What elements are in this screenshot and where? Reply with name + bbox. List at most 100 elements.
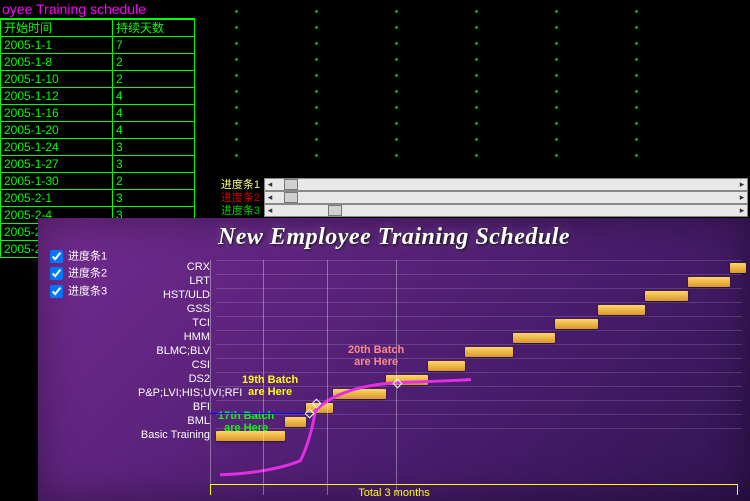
dot: [475, 42, 478, 45]
dot: [315, 58, 318, 61]
dot: [635, 26, 638, 29]
checkbox[interactable]: [50, 285, 63, 298]
table-row[interactable]: 2005-1-302: [1, 173, 195, 190]
slider-label: 进度条3: [214, 202, 264, 218]
dot: [395, 58, 398, 61]
dot: [235, 42, 238, 45]
gantt-bar[interactable]: [730, 263, 746, 273]
slider-thumb[interactable]: [328, 205, 342, 216]
dot: [315, 26, 318, 29]
gantt-row: GSS: [138, 302, 742, 316]
gridline: [327, 260, 328, 495]
table-row[interactable]: 2005-1-243: [1, 139, 195, 156]
checkbox[interactable]: [50, 250, 63, 263]
dot: [555, 138, 558, 141]
row-label: CSI: [138, 359, 216, 371]
checkbox-item[interactable]: 进度条3: [50, 285, 107, 298]
dot: [475, 106, 478, 109]
dot: [475, 90, 478, 93]
dot: [555, 74, 558, 77]
table-row[interactable]: 2005-1-102: [1, 71, 195, 88]
slider-thumb[interactable]: [284, 179, 298, 190]
slider-track[interactable]: ◂▸: [264, 191, 748, 204]
gantt-bar[interactable]: [465, 347, 513, 357]
dot: [555, 154, 558, 157]
dot: [555, 106, 558, 109]
dot: [635, 42, 638, 45]
chevron-left-icon[interactable]: ◂: [265, 179, 275, 190]
gantt-row: DS2: [138, 372, 742, 386]
dot: [235, 58, 238, 61]
dot: [475, 154, 478, 157]
gantt-row: P&P;LVI;HIS;UVI;RFI: [138, 386, 742, 400]
gantt-row: BLMC;BLV: [138, 344, 742, 358]
gantt-bar[interactable]: [688, 277, 730, 287]
gantt-bar[interactable]: [513, 333, 555, 343]
slider-row: 进度条3◂▸: [214, 204, 748, 216]
checkbox-item[interactable]: 进度条2: [50, 267, 107, 280]
dot: [555, 122, 558, 125]
chevron-right-icon[interactable]: ▸: [737, 179, 747, 190]
table-row[interactable]: 2005-2-13: [1, 190, 195, 207]
checkbox-item[interactable]: 进度条1: [50, 250, 107, 263]
gantt-bar[interactable]: [645, 291, 687, 301]
dot: [315, 90, 318, 93]
gantt-row: LRT: [138, 274, 742, 288]
table-row[interactable]: 2005-1-124: [1, 88, 195, 105]
schedule-table: oyee Training schedule 开始时间 持续天数 2005-1-…: [0, 0, 195, 218]
dot: [475, 122, 478, 125]
row-label: P&P;LVI;HIS;UVI;RFI: [138, 387, 216, 399]
dot: [395, 122, 398, 125]
col-days: 持续天数: [113, 20, 195, 37]
dot: [315, 138, 318, 141]
dot: [635, 138, 638, 141]
dot: [395, 74, 398, 77]
table-row[interactable]: 2005-1-164: [1, 105, 195, 122]
slider-track[interactable]: ◂▸: [264, 178, 748, 191]
gantt-bar[interactable]: [555, 319, 597, 329]
table-row[interactable]: 2005-1-17: [1, 37, 195, 54]
dot: [395, 26, 398, 29]
chart-title: New Employee Training Schedule: [38, 218, 750, 251]
gantt-bar[interactable]: [285, 417, 306, 427]
checkbox[interactable]: [50, 267, 63, 280]
table-row[interactable]: 2005-1-82: [1, 54, 195, 71]
dot: [315, 42, 318, 45]
dot: [235, 106, 238, 109]
gantt-row: TCI: [138, 316, 742, 330]
gantt-bar[interactable]: [333, 389, 386, 399]
row-label: BLMC;BLV: [138, 345, 216, 357]
dot: [475, 138, 478, 141]
gantt-chart: New Employee Training Schedule 进度条1 进度条2…: [38, 218, 750, 501]
dot: [235, 122, 238, 125]
slider-thumb[interactable]: [284, 192, 298, 203]
gantt-bar[interactable]: [598, 305, 646, 315]
dot: [395, 10, 398, 13]
gantt-bar[interactable]: [428, 361, 465, 371]
row-label: BFI: [138, 401, 216, 413]
dot: [555, 42, 558, 45]
table-row[interactable]: 2005-1-204: [1, 122, 195, 139]
dot: [315, 106, 318, 109]
gantt-row: HMM: [138, 330, 742, 344]
dot: [635, 90, 638, 93]
row-label: DS2: [138, 373, 216, 385]
chevron-right-icon[interactable]: ▸: [737, 192, 747, 203]
anno-20th: 20th Batchare Here: [348, 344, 404, 368]
chevron-right-icon[interactable]: ▸: [737, 205, 747, 216]
row-label: BML: [138, 415, 216, 427]
slider-track[interactable]: ◂▸: [264, 204, 748, 217]
row-label: CRX: [138, 261, 216, 273]
gantt-row: HST/ULD: [138, 288, 742, 302]
dot: [635, 74, 638, 77]
dot: [315, 10, 318, 13]
row-label: LRT: [138, 275, 216, 287]
col-start: 开始时间: [1, 20, 113, 37]
chevron-left-icon[interactable]: ◂: [265, 192, 275, 203]
dot: [395, 90, 398, 93]
chevron-left-icon[interactable]: ◂: [265, 205, 275, 216]
gridline: [210, 260, 211, 495]
gantt-row: CSI: [138, 358, 742, 372]
dot: [235, 10, 238, 13]
table-row[interactable]: 2005-1-273: [1, 156, 195, 173]
